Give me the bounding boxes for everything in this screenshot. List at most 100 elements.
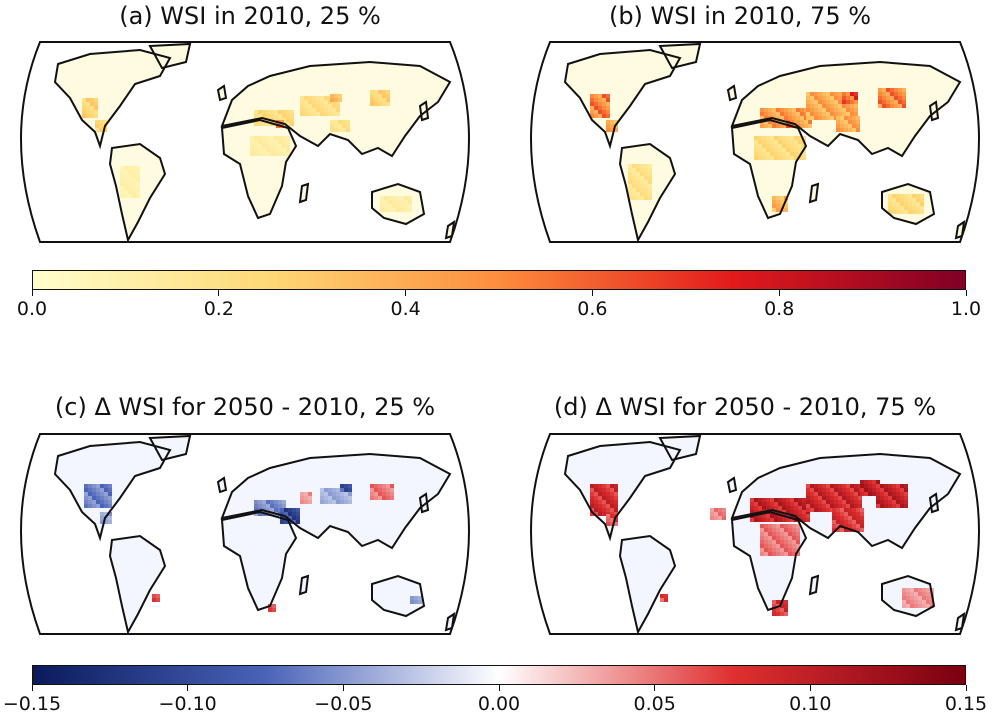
data-cell [348, 492, 352, 496]
data-cell [320, 96, 324, 100]
data-cell [104, 512, 108, 516]
data-cell [400, 200, 404, 204]
data-cell [92, 492, 96, 496]
data-cell [262, 114, 266, 118]
data-cell [410, 600, 414, 604]
data-cell [408, 208, 412, 212]
data-cell [124, 174, 128, 178]
data-cell [906, 588, 910, 592]
coastline-eurasia [220, 60, 452, 158]
data-cell [822, 484, 826, 488]
data-cell [854, 496, 858, 500]
data-cell [108, 500, 112, 504]
data-cell [844, 512, 848, 516]
data-cell [602, 496, 606, 500]
data-cell [780, 196, 784, 200]
data-cell [852, 116, 856, 120]
data-cell [136, 174, 140, 178]
data-cell [792, 116, 796, 120]
data-cell [660, 594, 664, 598]
data-cell [590, 94, 594, 98]
coastline-samerica [108, 534, 167, 634]
data-cell [104, 492, 108, 496]
data-cell [788, 112, 792, 116]
data-cell [262, 110, 266, 114]
data-cell [818, 96, 822, 100]
data-cell [786, 136, 790, 140]
data-cell [120, 194, 124, 198]
data-cell [776, 612, 780, 616]
data-cell [590, 504, 594, 508]
data-cell [776, 532, 780, 536]
data-cell [864, 492, 868, 496]
data-cell [128, 178, 132, 182]
data-cell [300, 492, 304, 496]
data-cell [770, 506, 774, 510]
data-cell [848, 524, 852, 528]
data-cell [414, 596, 418, 600]
data-cell [784, 552, 788, 556]
data-cell [262, 136, 266, 140]
data-cell [598, 110, 602, 114]
data-cell [850, 108, 854, 112]
data-cell [104, 520, 108, 524]
data-cell [854, 492, 858, 496]
data-cell [258, 144, 262, 148]
data-cell [846, 500, 850, 504]
data-cell [328, 488, 332, 492]
data-cell [838, 496, 842, 500]
data-cell [274, 148, 278, 152]
data-cell [308, 100, 312, 104]
data-cell [906, 592, 910, 596]
data-cell [390, 496, 394, 500]
data-cell [888, 206, 892, 210]
data-cell [374, 102, 378, 106]
data-cell [606, 500, 610, 504]
data-cell [902, 604, 906, 608]
coastline-eurasia [730, 452, 962, 550]
data-cell [784, 116, 788, 120]
data-cell [822, 112, 826, 116]
data-cell [774, 156, 778, 160]
data-cell [590, 484, 594, 488]
data-cell [640, 192, 644, 196]
data-cell [776, 124, 780, 128]
data-cell [640, 188, 644, 192]
data-cell [254, 152, 258, 156]
coastline-samerica [618, 534, 677, 634]
data-cell [300, 96, 304, 100]
data-cell [282, 148, 286, 152]
data-cell [912, 198, 916, 202]
data-cell [784, 540, 788, 544]
data-cell [100, 496, 104, 500]
data-cell [332, 108, 336, 112]
data-cell [904, 496, 908, 500]
data-cell [772, 112, 776, 116]
data-cell [388, 204, 392, 208]
data-cell [780, 540, 784, 544]
data-cell [722, 508, 726, 512]
data-cell [766, 148, 770, 152]
data-cell [784, 532, 788, 536]
data-cell [124, 178, 128, 182]
data-cell [772, 524, 776, 528]
data-cell [814, 108, 818, 112]
data-cell [606, 484, 610, 488]
data-cell [762, 140, 766, 144]
data-cell [636, 192, 640, 196]
data-cell [598, 102, 602, 106]
land-samerica [620, 536, 675, 632]
data-cell [784, 544, 788, 548]
data-cell [830, 500, 834, 504]
data-cell [284, 512, 288, 516]
data-cell [594, 492, 598, 496]
data-cell [892, 496, 896, 500]
data-cell [920, 210, 924, 214]
data-cell [324, 496, 328, 500]
data-cell [640, 180, 644, 184]
data-cell [286, 140, 290, 144]
data-cell [710, 508, 714, 512]
data-cell [386, 98, 390, 102]
data-cell [912, 210, 916, 214]
data-cell [896, 488, 900, 492]
